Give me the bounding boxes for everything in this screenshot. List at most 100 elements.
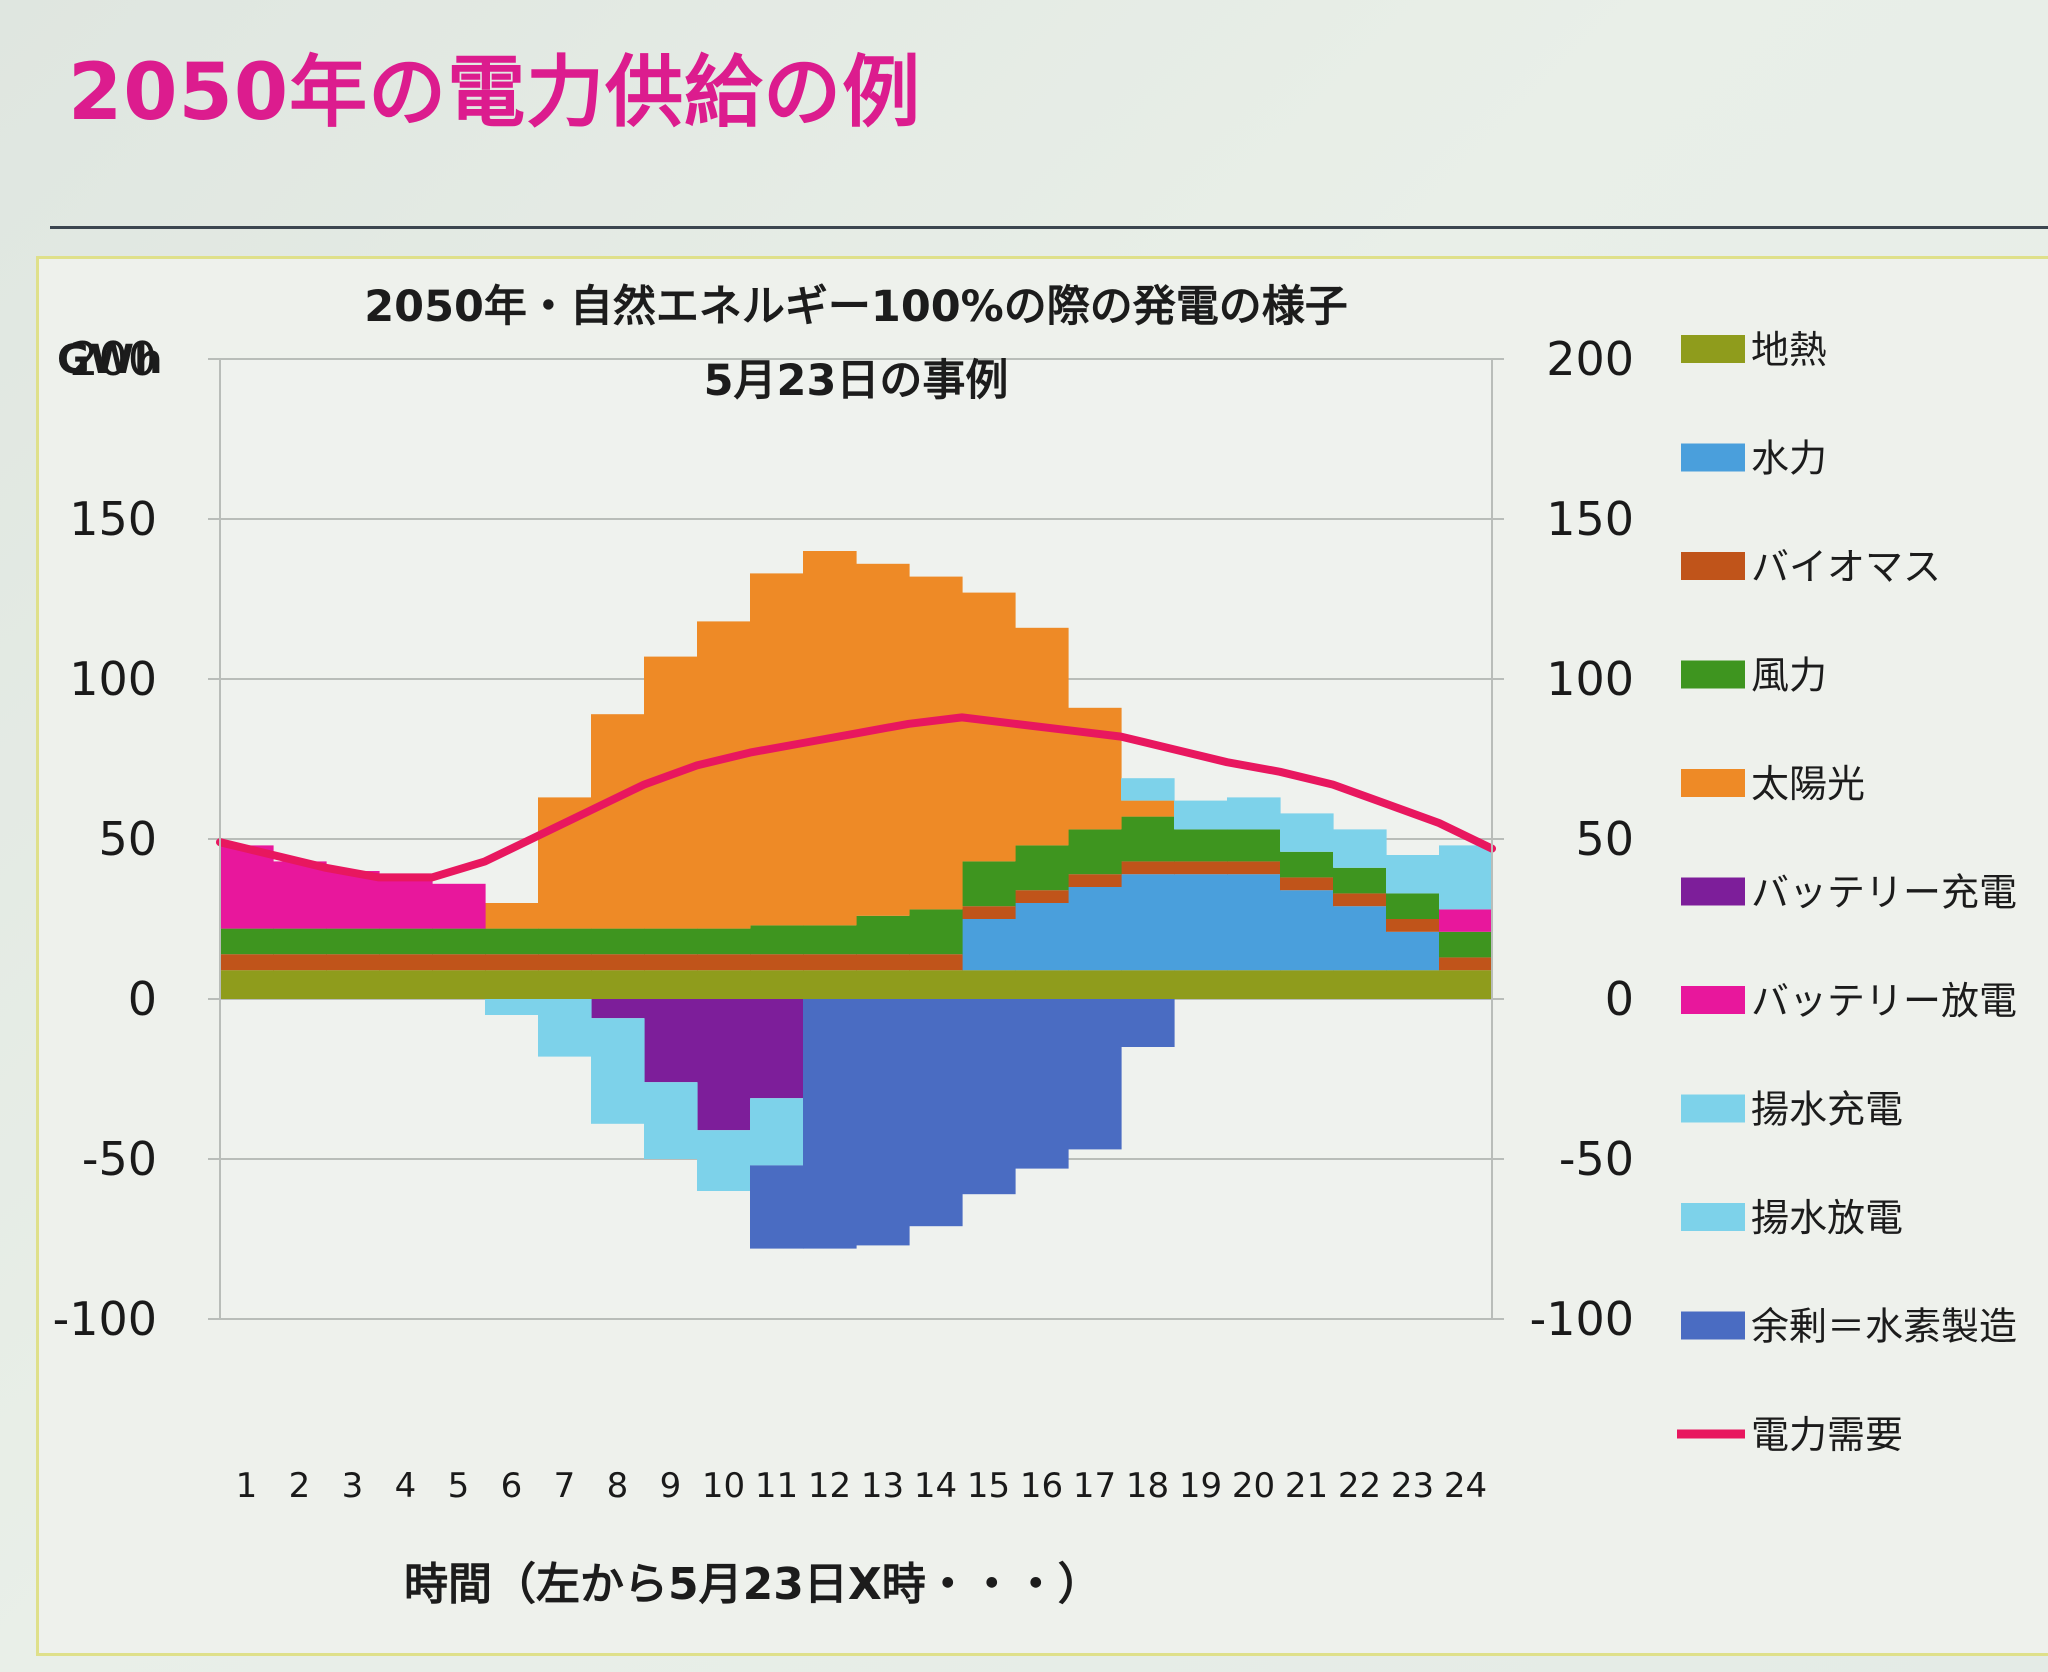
bar-segment-wind: [1174, 829, 1228, 862]
bar-segment-battery_discharge: [379, 880, 433, 929]
legend-item-pumped_charge: 揚水充電: [1681, 1088, 1903, 1132]
legend-item-battery_charge: バッテリー充電: [1681, 871, 2017, 915]
bar-segment-battery_discharge: [432, 883, 486, 929]
bar-segment-battery_discharge: [273, 861, 327, 929]
x-tick-label: 10: [702, 1466, 745, 1506]
y-tick-label-left: 150: [69, 492, 157, 546]
bar-segment-geothermal: [803, 970, 857, 999]
x-tick-label: 19: [1179, 1466, 1222, 1506]
bar-segment-biomass: [1439, 957, 1493, 971]
title-divider: [50, 226, 2048, 229]
bar-segment-geothermal: [326, 970, 380, 999]
bar-segment-surplus_hydrogen: [803, 999, 857, 1249]
bar-segment-biomass: [1227, 861, 1281, 875]
bar-segment-wind: [1280, 851, 1334, 878]
bar-segment-hydro: [1227, 874, 1281, 971]
bar-segment-battery_charge: [591, 999, 645, 1019]
bar-segment-solar: [697, 621, 751, 929]
bar-segment-wind: [856, 915, 910, 955]
bar-segment-geothermal: [591, 970, 645, 999]
bar-segment-biomass: [538, 954, 592, 971]
bar-segment-geothermal: [220, 970, 274, 999]
legend-item-solar: 太陽光: [1681, 762, 1865, 806]
bar-segment-pumped_discharge: [1121, 778, 1175, 801]
bar-segment-pumped_discharge: [1439, 845, 1493, 910]
legend-item-battery_discharge: バッテリー放電: [1681, 979, 2017, 1023]
bar-segment-hydro: [962, 919, 1016, 971]
legend-swatch: [1681, 552, 1745, 580]
x-tick-label: 5: [448, 1466, 470, 1506]
legend-item-pumped_discharge: 揚水放電: [1681, 1196, 1903, 1240]
bar-segment-geothermal: [962, 970, 1016, 999]
bar-segment-surplus_hydrogen: [856, 999, 910, 1246]
legend-item-surplus_hydrogen: 余剰＝水素製造: [1681, 1305, 2017, 1349]
legend-item-demand: 電力需要: [1677, 1413, 1903, 1457]
bar-segment-wind: [644, 928, 698, 955]
x-tick-label: 24: [1444, 1466, 1487, 1506]
series-geothermal: [220, 970, 1493, 999]
bar-segment-wind: [1333, 867, 1387, 894]
legend-swatch: [1681, 1094, 1745, 1123]
legend-label: 余剰＝水素製造: [1751, 1305, 2017, 1349]
bar-segment-solar: [591, 714, 645, 929]
bar-segment-biomass: [379, 954, 433, 971]
bars: [220, 551, 1493, 1249]
y-axis-unit: GWh: [57, 337, 162, 383]
legend-swatch: [1681, 986, 1745, 1014]
legend-label: 電力需要: [1751, 1413, 1903, 1457]
bar-segment-hydro: [1174, 874, 1228, 971]
y-tick-label-left: 0: [128, 972, 157, 1026]
bar-segment-biomass: [1015, 890, 1069, 903]
bar-segment-biomass: [326, 954, 380, 971]
x-axis-label: 時間（左から5月23日X時・・・）: [404, 1559, 1102, 1610]
bar-segment-wind: [697, 928, 751, 955]
bar-segment-geothermal: [1015, 970, 1069, 999]
x-tick-label: 18: [1126, 1466, 1169, 1506]
x-tick-label: 7: [554, 1466, 576, 1506]
bar-segment-solar: [1121, 800, 1175, 817]
x-tick-label: 20: [1232, 1466, 1275, 1506]
bar-segment-biomass: [1386, 919, 1440, 932]
bar-segment-wind: [273, 928, 327, 955]
bar-segment-battery_charge: [697, 999, 751, 1131]
legend-item-hydro: 水力: [1681, 437, 1827, 481]
bar-segment-wind: [909, 909, 963, 955]
y-tick-label-right: -50: [1559, 1132, 1634, 1186]
x-tick-label: 4: [395, 1466, 417, 1506]
chart-title: 2050年・自然エネルギー100%の際の発電の様子: [364, 282, 1348, 332]
bar-segment-wind: [1227, 829, 1281, 862]
bar-segment-biomass: [803, 954, 857, 971]
legend-label: バイオマス: [1751, 545, 1941, 589]
bar-segment-biomass: [644, 954, 698, 971]
bar-segment-solar: [1068, 707, 1122, 830]
legend-swatch: [1681, 1203, 1745, 1231]
legend: 地熱水力バイオマス風力太陽光バッテリー充電バッテリー放電揚水充電揚水放電余剰＝水…: [1677, 328, 2017, 1457]
demand-line: [216, 713, 1496, 882]
bar-segment-geothermal: [1121, 970, 1175, 999]
bar-segment-biomass: [1068, 874, 1122, 887]
bar-segment-biomass: [485, 954, 539, 971]
bar-segment-pumped_discharge: [1174, 800, 1228, 830]
bar-segment-geothermal: [1439, 970, 1493, 999]
bar-segment-geothermal: [538, 970, 592, 999]
bar-segment-solar: [909, 576, 963, 910]
bar-segment-biomass: [856, 954, 910, 971]
bar-segment-pumped_discharge: [1280, 813, 1334, 852]
legend-label: 揚水放電: [1751, 1196, 1903, 1240]
bar-segment-battery_charge: [644, 999, 698, 1083]
legend-item-geothermal: 地熱: [1681, 328, 1827, 372]
y-tick-label-right: -100: [1530, 1292, 1634, 1346]
legend-item-biomass: バイオマス: [1681, 545, 1941, 589]
legend-label: 風力: [1751, 654, 1827, 698]
bar-segment-hydro: [1280, 890, 1334, 971]
bar-segment-geothermal: [1280, 970, 1334, 999]
bar-segment-pumped_charge: [591, 1018, 645, 1124]
series-biomass: [220, 861, 1493, 971]
bar-segment-geothermal: [1333, 970, 1387, 999]
y-tick-label-left: -50: [82, 1132, 157, 1186]
bar-segment-hydro: [1015, 903, 1069, 971]
x-tick-label: 9: [660, 1466, 682, 1506]
bar-segment-pumped_charge: [750, 1098, 804, 1166]
